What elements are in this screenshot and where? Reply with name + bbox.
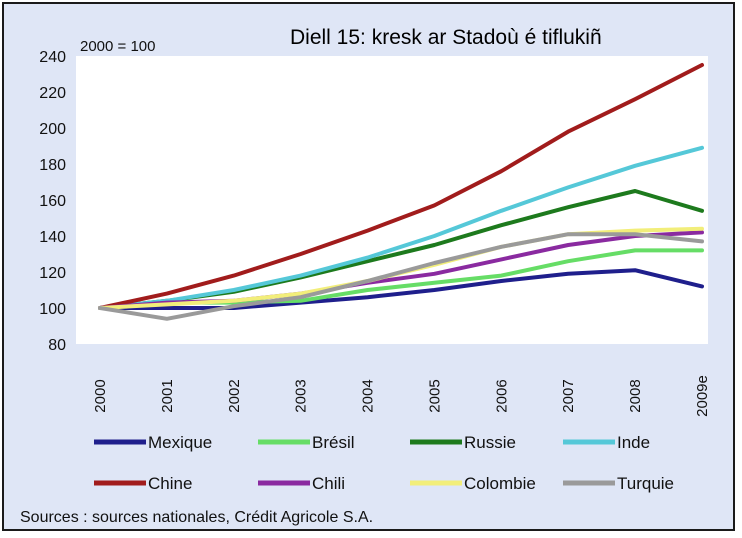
series-line-turquie — [98, 232, 704, 321]
legend-label: Mexique — [148, 433, 212, 452]
x-tick-label: 2002 — [226, 379, 243, 412]
legend: Mexique Brésil Russie Inde Chine Chili Colombi… — [94, 433, 674, 493]
source-note: Sources : sources nationales, Crédit Agr… — [20, 509, 373, 526]
x-tick-label: 2007 — [560, 379, 577, 412]
x-tick-label: 2009e — [694, 375, 711, 417]
y-tick-label: 80 — [48, 337, 66, 354]
chart-title: Diell 15: kresk ar Stadoù é tiflukiñ — [290, 26, 602, 49]
x-tick-label: 2003 — [293, 379, 310, 412]
series-layer — [98, 63, 704, 321]
legend-label: Colombie — [464, 474, 536, 493]
x-axis: 2000 2001 2002 2003 2004 2005 2006 2007 2008 2009… — [92, 375, 711, 417]
series-line-chine — [98, 63, 704, 310]
y-tick-label: 240 — [39, 49, 66, 66]
x-tick-label: 2008 — [627, 379, 644, 412]
x-tick-label: 2004 — [360, 379, 377, 412]
legend-label: Brésil — [312, 433, 355, 452]
legend-label: Russie — [464, 433, 516, 452]
y-tick-label: 120 — [39, 265, 66, 282]
series-line-mexique — [98, 268, 704, 310]
legend-label: Inde — [617, 433, 650, 452]
x-tick-label: 2000 — [92, 379, 109, 412]
x-tick-label: 2005 — [426, 379, 443, 412]
y-tick-label: 160 — [39, 193, 66, 210]
y-tick-label: 220 — [39, 85, 66, 102]
index-note: 2000 = 100 — [80, 38, 156, 55]
legend-label: Turquie — [617, 474, 674, 493]
series-line-inde — [98, 145, 704, 310]
y-tick-label: 180 — [39, 157, 66, 174]
legend-label: Chili — [312, 474, 345, 493]
x-tick-label: 2001 — [159, 379, 176, 412]
y-tick-label: 140 — [39, 229, 66, 246]
y-tick-label: 200 — [39, 121, 66, 138]
y-tick-label: 100 — [39, 301, 66, 318]
x-tick-label: 2006 — [493, 379, 510, 412]
y-axis: 80 100 120 140 160 180 200 220 240 — [39, 49, 66, 354]
legend-label: Chine — [148, 474, 192, 493]
